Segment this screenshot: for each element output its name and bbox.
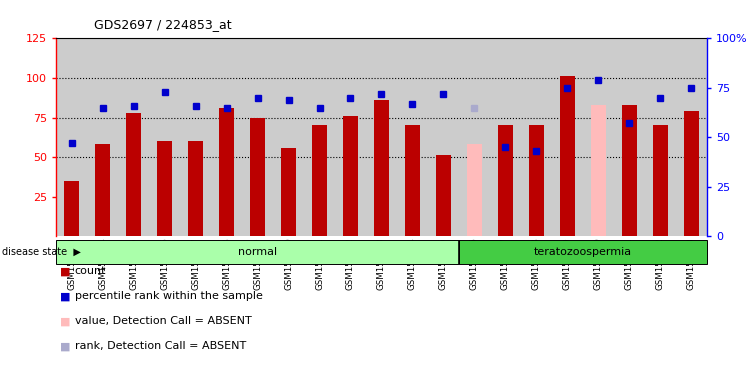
Bar [583, 38, 614, 236]
Bar [56, 38, 87, 236]
Bar [490, 38, 521, 236]
Bar [591, 105, 606, 236]
Bar [428, 38, 459, 236]
Text: ■: ■ [60, 316, 70, 326]
Text: teratozoospermia: teratozoospermia [534, 247, 632, 257]
Bar [343, 116, 358, 236]
Text: count: count [75, 266, 106, 276]
Bar [95, 144, 111, 236]
Bar [304, 38, 335, 236]
Text: disease state  ▶: disease state ▶ [2, 247, 81, 257]
Text: percentile rank within the sample: percentile rank within the sample [75, 291, 263, 301]
Bar [459, 240, 707, 264]
Bar [459, 38, 490, 236]
Bar [366, 38, 397, 236]
Bar [405, 126, 420, 236]
Text: ■: ■ [60, 291, 70, 301]
Bar [118, 38, 149, 236]
Bar [211, 38, 242, 236]
Bar [521, 38, 552, 236]
Bar [529, 126, 544, 236]
Bar [273, 38, 304, 236]
Bar [497, 126, 513, 236]
Bar [188, 141, 203, 236]
Bar [56, 240, 459, 264]
Bar [645, 38, 676, 236]
Bar [250, 118, 266, 236]
Text: rank, Detection Call = ABSENT: rank, Detection Call = ABSENT [75, 341, 246, 351]
Bar [180, 38, 211, 236]
Bar [335, 38, 366, 236]
Bar [374, 100, 389, 236]
Bar [157, 141, 172, 236]
Bar [397, 38, 428, 236]
Bar [614, 38, 645, 236]
Bar [87, 38, 118, 236]
Text: ■: ■ [60, 266, 70, 276]
Bar [126, 113, 141, 236]
Bar [552, 38, 583, 236]
Bar [560, 76, 575, 236]
Bar [622, 105, 637, 236]
Bar [684, 111, 699, 236]
Text: GDS2697 / 224853_at: GDS2697 / 224853_at [94, 18, 231, 31]
Bar [435, 156, 451, 236]
Bar [218, 108, 234, 236]
Bar [64, 181, 79, 236]
Text: value, Detection Call = ABSENT: value, Detection Call = ABSENT [75, 316, 251, 326]
Bar [312, 126, 327, 236]
Bar [280, 147, 296, 236]
Bar [676, 38, 707, 236]
Bar [652, 126, 668, 236]
Bar [467, 144, 482, 236]
Text: normal: normal [238, 247, 277, 257]
Bar [149, 38, 180, 236]
Bar [242, 38, 273, 236]
Text: ■: ■ [60, 341, 70, 351]
